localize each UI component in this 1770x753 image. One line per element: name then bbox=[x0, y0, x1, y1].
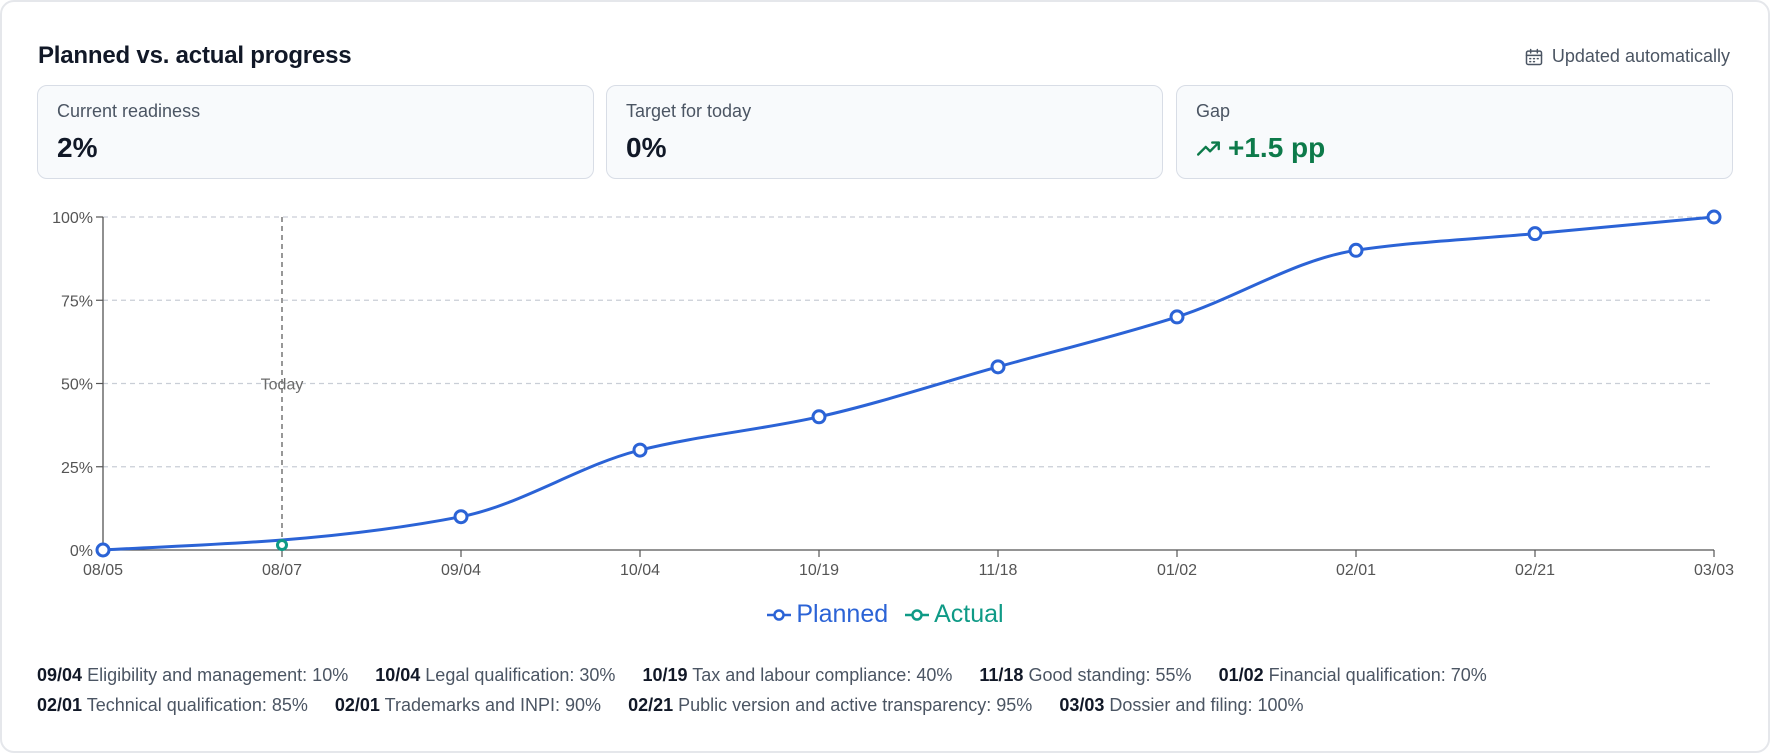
trending-up-icon bbox=[1196, 141, 1220, 156]
milestone-date: 01/02 bbox=[1218, 665, 1264, 685]
milestone-text: Trademarks and INPI: 90% bbox=[384, 695, 602, 715]
milestone-text: Legal qualification: 30% bbox=[425, 665, 616, 685]
milestone-date: 02/01 bbox=[334, 695, 380, 715]
stat-target-today: Target for today 0% bbox=[606, 85, 1163, 179]
planned-point bbox=[95, 542, 111, 558]
milestone-text: Dossier and filing: 100% bbox=[1109, 695, 1304, 715]
x-tick-label: 10/19 bbox=[799, 562, 839, 579]
milestone-date: 10/04 bbox=[375, 665, 421, 685]
milestone-item: 02/01 Technical qualification: 85% bbox=[37, 695, 308, 715]
milestone-item: 02/01 Trademarks and INPI: 90% bbox=[335, 695, 601, 715]
y-tick-label: 25% bbox=[61, 460, 93, 477]
planned-point bbox=[1527, 226, 1543, 242]
milestone-item: 09/04 Eligibility and management: 10% bbox=[37, 665, 348, 685]
x-tick-label: 02/01 bbox=[1336, 562, 1376, 579]
y-tick-label: 50% bbox=[61, 377, 93, 394]
planned-point bbox=[1169, 309, 1185, 325]
milestone-row: 02/01 Technical qualification: 85% 02/01… bbox=[37, 690, 1737, 720]
stat-label: Current readiness bbox=[57, 101, 201, 121]
updated-label: Updated automatically bbox=[1551, 46, 1730, 66]
x-tick-label: 11/18 bbox=[979, 562, 1018, 579]
x-tick-label: 03/03 bbox=[1694, 562, 1734, 579]
chart-legend: Planned Actual bbox=[0, 600, 1770, 629]
x-tick-label: 10/04 bbox=[620, 562, 660, 579]
updated-indicator: Updated automatically bbox=[1524, 46, 1730, 67]
milestone-row: 09/04 Eligibility and management: 10% 10… bbox=[37, 660, 1737, 690]
planned-point bbox=[632, 442, 648, 458]
planned-point bbox=[811, 409, 827, 425]
milestone-text: Technical qualification: 85% bbox=[86, 695, 308, 715]
milestone-text: Financial qualification: 70% bbox=[1268, 665, 1487, 685]
milestone-text: Tax and labour compliance: 40% bbox=[692, 665, 953, 685]
planned-point bbox=[990, 359, 1006, 375]
milestone-date: 09/04 bbox=[37, 665, 83, 685]
milestone-item: 10/04 Legal qualification: 30% bbox=[375, 665, 615, 685]
legend-item-actual[interactable]: Actual bbox=[904, 600, 1004, 629]
planned-series-line bbox=[102, 215, 1715, 552]
milestone-date: 03/03 bbox=[1059, 695, 1105, 715]
stat-gap: Gap +1.5 pp bbox=[1176, 85, 1733, 179]
actual-point bbox=[276, 539, 288, 552]
x-tick-label: 08/07 bbox=[262, 562, 302, 579]
legend-label-actual: Actual bbox=[934, 600, 1004, 628]
milestone-text: Public version and active transparency: … bbox=[678, 695, 1033, 715]
stat-current-readiness: Current readiness 2% bbox=[37, 85, 594, 179]
y-tick-label: 100% bbox=[52, 210, 93, 227]
gap-value: +1.5 pp bbox=[1228, 132, 1326, 163]
progress-line-chart: 0% 25% 50% 75% 100% 08/05 08/07 09/04 10/04 10/19… bbox=[52, 209, 1734, 579]
milestone-date: 02/21 bbox=[628, 695, 674, 715]
legend-swatch-actual bbox=[905, 608, 930, 621]
milestone-list: 09/04 Eligibility and management: 10% 10… bbox=[37, 660, 1737, 720]
planned-point bbox=[453, 509, 469, 525]
stat-value: 2% bbox=[57, 132, 98, 163]
x-tick-label: 01/02 bbox=[1157, 562, 1197, 579]
x-tick-label: 09/04 bbox=[441, 562, 481, 579]
milestone-date: 11/18 bbox=[979, 665, 1024, 685]
milestone-item: 11/18 Good standing: 55% bbox=[979, 665, 1191, 685]
legend-item-planned[interactable]: Planned bbox=[766, 600, 888, 629]
x-tick-label: 08/05 bbox=[83, 562, 123, 579]
milestone-text: Good standing: 55% bbox=[1028, 665, 1192, 685]
milestone-text: Eligibility and management: 10% bbox=[87, 665, 349, 685]
milestone-item: 03/03 Dossier and filing: 100% bbox=[1059, 695, 1303, 715]
y-tick-label: 75% bbox=[61, 293, 93, 310]
stat-label: Gap bbox=[1196, 101, 1231, 121]
x-tick-label: 02/21 bbox=[1515, 562, 1555, 579]
milestone-date: 02/01 bbox=[37, 695, 83, 715]
stat-label: Target for today bbox=[626, 101, 752, 121]
y-tick-label: 0% bbox=[70, 543, 93, 560]
milestone-item: 01/02 Financial qualification: 70% bbox=[1219, 665, 1487, 685]
stat-value: +1.5 pp bbox=[1196, 132, 1325, 164]
legend-label-planned: Planned bbox=[796, 600, 889, 628]
planned-point bbox=[1706, 209, 1722, 225]
page-title: Planned vs. actual progress bbox=[38, 42, 352, 69]
calendar-icon bbox=[1525, 48, 1543, 65]
milestone-item: 02/21 Public version and active transpar… bbox=[628, 695, 1032, 715]
today-label: Today bbox=[261, 377, 304, 394]
legend-swatch-planned bbox=[767, 608, 792, 621]
milestone-item: 10/19 Tax and labour compliance: 40% bbox=[642, 665, 952, 685]
milestone-date: 10/19 bbox=[642, 665, 688, 685]
planned-point bbox=[1348, 242, 1364, 258]
stat-value: 0% bbox=[626, 132, 667, 163]
